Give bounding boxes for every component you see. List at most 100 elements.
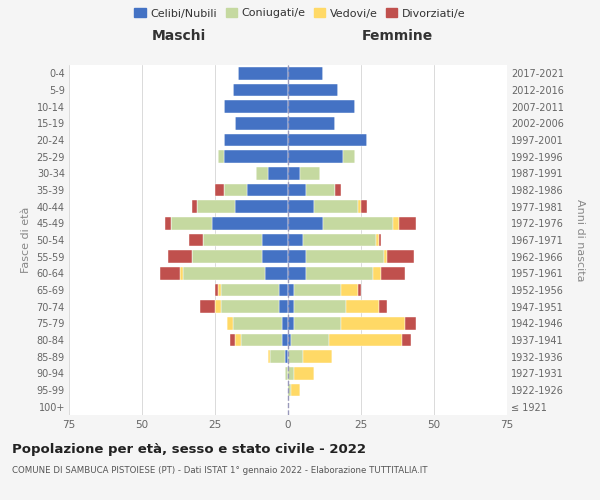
- Bar: [279, 300, 288, 313]
- Bar: [346, 300, 379, 313]
- Bar: [224, 100, 288, 113]
- Bar: [271, 350, 285, 363]
- Bar: [379, 300, 387, 313]
- Bar: [168, 250, 191, 263]
- Bar: [385, 250, 387, 263]
- Bar: [215, 184, 224, 196]
- Bar: [358, 200, 361, 213]
- Bar: [387, 250, 413, 263]
- Bar: [166, 217, 171, 230]
- Bar: [200, 300, 215, 313]
- Bar: [180, 267, 183, 280]
- Bar: [215, 284, 218, 296]
- Bar: [288, 134, 367, 146]
- Bar: [314, 200, 358, 213]
- Bar: [268, 350, 271, 363]
- Bar: [171, 217, 212, 230]
- Bar: [288, 167, 299, 179]
- Bar: [288, 150, 343, 163]
- Bar: [282, 317, 288, 330]
- Bar: [294, 367, 314, 380]
- Bar: [279, 284, 288, 296]
- Bar: [294, 300, 346, 313]
- Bar: [160, 267, 180, 280]
- Bar: [288, 217, 323, 230]
- Bar: [268, 167, 288, 179]
- Bar: [288, 284, 294, 296]
- Bar: [227, 317, 233, 330]
- Bar: [341, 284, 358, 296]
- Text: Popolazione per età, sesso e stato civile - 2022: Popolazione per età, sesso e stato civil…: [12, 442, 366, 456]
- Bar: [291, 334, 329, 346]
- Bar: [294, 284, 341, 296]
- Bar: [299, 167, 320, 179]
- Bar: [291, 384, 299, 396]
- Bar: [230, 334, 235, 346]
- Bar: [335, 184, 341, 196]
- Bar: [215, 300, 221, 313]
- Bar: [235, 334, 241, 346]
- Bar: [218, 284, 221, 296]
- Bar: [379, 234, 382, 246]
- Bar: [329, 334, 402, 346]
- Bar: [288, 267, 305, 280]
- Bar: [233, 84, 288, 96]
- Bar: [262, 234, 288, 246]
- Text: COMUNE DI SAMBUCA PISTOIESE (PT) - Dati ISTAT 1° gennaio 2022 - Elaborazione TUT: COMUNE DI SAMBUCA PISTOIESE (PT) - Dati …: [12, 466, 427, 475]
- Bar: [262, 250, 288, 263]
- Bar: [382, 267, 405, 280]
- Bar: [285, 367, 288, 380]
- Bar: [341, 317, 405, 330]
- Bar: [224, 184, 247, 196]
- Legend: Celibi/Nubili, Coniugati/e, Vedovi/e, Divorziati/e: Celibi/Nubili, Coniugati/e, Vedovi/e, Di…: [134, 8, 466, 18]
- Bar: [288, 384, 291, 396]
- Bar: [221, 300, 279, 313]
- Bar: [224, 150, 288, 163]
- Bar: [288, 117, 335, 130]
- Bar: [393, 217, 399, 230]
- Bar: [288, 200, 314, 213]
- Bar: [256, 167, 268, 179]
- Bar: [302, 234, 376, 246]
- Bar: [191, 200, 197, 213]
- Bar: [373, 267, 382, 280]
- Bar: [361, 200, 367, 213]
- Bar: [191, 250, 262, 263]
- Bar: [405, 317, 416, 330]
- Bar: [288, 67, 323, 80]
- Bar: [288, 184, 305, 196]
- Bar: [343, 150, 355, 163]
- Y-axis label: Anni di nascita: Anni di nascita: [575, 198, 585, 281]
- Bar: [358, 284, 361, 296]
- Bar: [183, 267, 265, 280]
- Bar: [224, 134, 288, 146]
- Bar: [238, 67, 288, 80]
- Bar: [288, 100, 355, 113]
- Bar: [376, 234, 379, 246]
- Bar: [221, 284, 279, 296]
- Bar: [288, 300, 294, 313]
- Bar: [241, 334, 282, 346]
- Bar: [288, 350, 302, 363]
- Bar: [305, 250, 385, 263]
- Bar: [203, 234, 262, 246]
- Bar: [288, 334, 291, 346]
- Bar: [235, 117, 288, 130]
- Bar: [402, 334, 410, 346]
- Bar: [247, 184, 288, 196]
- Bar: [197, 200, 235, 213]
- Bar: [218, 150, 224, 163]
- Bar: [305, 267, 373, 280]
- Bar: [285, 350, 288, 363]
- Bar: [288, 317, 294, 330]
- Bar: [233, 317, 282, 330]
- Bar: [288, 234, 302, 246]
- Bar: [282, 334, 288, 346]
- Bar: [323, 217, 393, 230]
- Bar: [189, 234, 203, 246]
- Y-axis label: Fasce di età: Fasce di età: [21, 207, 31, 273]
- Bar: [399, 217, 416, 230]
- Bar: [212, 217, 288, 230]
- Bar: [294, 317, 341, 330]
- Text: Maschi: Maschi: [151, 28, 206, 42]
